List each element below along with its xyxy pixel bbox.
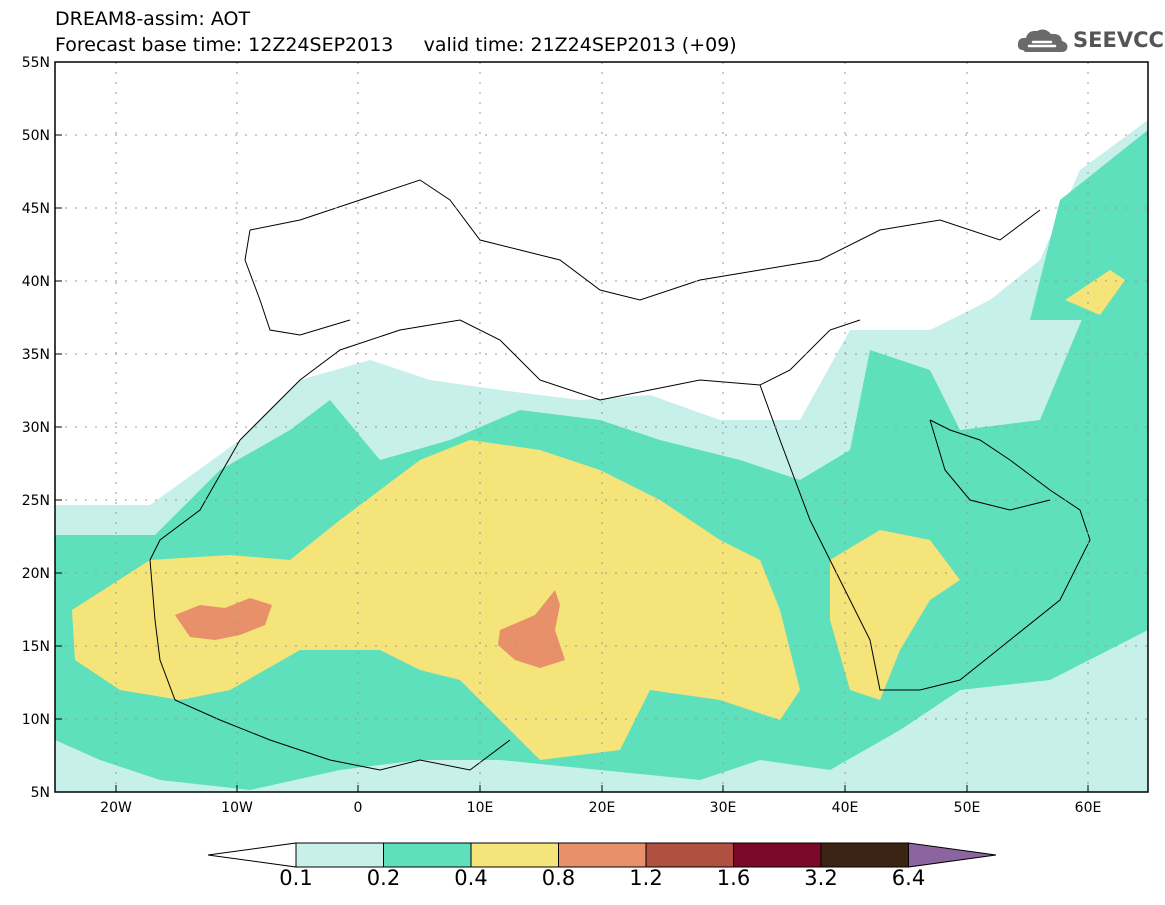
legend-label: 1.2 <box>629 866 663 890</box>
lon-label: 20E <box>589 800 616 816</box>
legend-label: 1.6 <box>716 866 751 890</box>
legend-label: 0.1 <box>279 866 313 890</box>
legend-swatch <box>558 842 647 868</box>
legend-label: 6.4 <box>891 866 926 890</box>
aot-band-0.2-east <box>1030 130 1148 320</box>
legend-label: 0.8 <box>541 866 576 890</box>
grid <box>55 62 1148 792</box>
lon-label: 20W <box>100 800 132 816</box>
lat-label: 35N <box>22 347 50 363</box>
legend-swatch <box>820 842 909 868</box>
aot-band-0.8-west <box>175 598 272 640</box>
legend-swatch <box>645 842 734 868</box>
lat-label: 50N <box>22 128 50 144</box>
aot-band-0.4-caspian <box>1065 270 1125 315</box>
legend-label: 0.2 <box>366 866 401 890</box>
aot-band-0.8-chad <box>498 590 565 668</box>
legend-swatch <box>383 842 472 868</box>
lon-label: 60E <box>1075 800 1102 816</box>
forecast-time-subtitle: Forecast base time: 12Z24SEP2013 valid t… <box>55 34 737 56</box>
lat-label: 30N <box>22 420 50 436</box>
lat-label: 40N <box>22 274 50 290</box>
legend-swatch <box>295 842 384 868</box>
legend-swatch-above <box>908 842 997 868</box>
lon-label: 30E <box>710 800 737 816</box>
legend-label: 0.4 <box>454 866 488 890</box>
aot-band-0.4 <box>72 440 800 760</box>
lat-label: 25N <box>22 493 50 509</box>
lat-label: 55N <box>22 55 50 71</box>
lat-label: 10N <box>22 712 50 728</box>
aot-band-0.4-arabia <box>830 530 960 700</box>
lon-label: 40E <box>832 800 859 816</box>
map-title: DREAM8-assim: AOT <box>55 8 251 30</box>
legend-swatch <box>470 842 559 868</box>
lon-label: 10W <box>221 800 253 816</box>
lat-label: 15N <box>22 639 50 655</box>
cloud-icon <box>1017 29 1068 52</box>
lat-label: 20N <box>22 566 50 582</box>
coastlines <box>149 179 1091 771</box>
lat-label: 5N <box>31 785 50 801</box>
lon-label: 50E <box>954 800 981 816</box>
lon-label: 10E <box>467 800 494 816</box>
logo-text: SEEVCCC <box>1073 28 1165 52</box>
legend-swatch <box>733 842 822 868</box>
lat-label: 45N <box>22 201 50 217</box>
lon-label: 0 <box>354 800 363 816</box>
legend-label: 3.2 <box>804 866 838 890</box>
legend-swatch-below <box>207 842 297 868</box>
